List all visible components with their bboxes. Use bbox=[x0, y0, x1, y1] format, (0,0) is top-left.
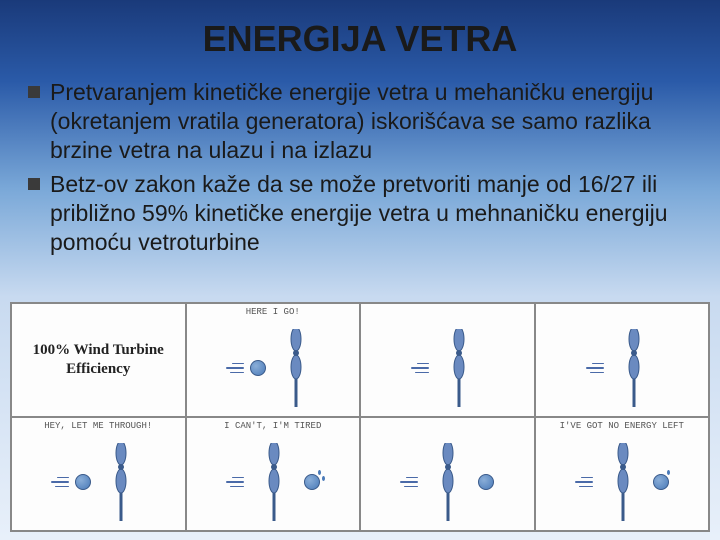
cell-let-me-through: HEY, LET ME THROUGH! bbox=[11, 417, 186, 531]
caption: HEY, LET ME THROUGH! bbox=[12, 422, 185, 432]
air-ball-icon bbox=[250, 360, 266, 376]
air-ball-icon bbox=[304, 474, 320, 490]
slide-title: ENERGIJA VETRA bbox=[0, 0, 720, 70]
air-ball-icon bbox=[478, 474, 494, 490]
sweat-icon bbox=[667, 470, 670, 475]
turbine-icon bbox=[272, 329, 320, 407]
caption: I'VE GOT NO ENERGY LEFT bbox=[536, 422, 709, 432]
cell-turbine-plain bbox=[360, 303, 535, 417]
wind-lines-icon bbox=[575, 477, 593, 488]
cell-efficiency-label: 100% Wind Turbine Efficiency bbox=[11, 303, 186, 417]
wind-lines-icon bbox=[51, 477, 69, 488]
turbine-icon bbox=[424, 443, 472, 521]
cell-here-i-go: HERE I GO! bbox=[186, 303, 361, 417]
bullet-list: Pretvaranjem kinetičke energije vetra u … bbox=[0, 70, 720, 271]
bullet-marker-icon bbox=[28, 178, 40, 190]
turbine-icon bbox=[435, 329, 483, 407]
turbine-icon bbox=[97, 443, 145, 521]
caption: HERE I GO! bbox=[187, 308, 360, 318]
cell-tired: I CAN'T, I'M TIRED bbox=[186, 417, 361, 531]
wind-lines-icon bbox=[586, 363, 604, 374]
wind-lines-icon bbox=[400, 477, 418, 488]
wind-lines-icon bbox=[226, 477, 244, 488]
cell-turbine-passed bbox=[360, 417, 535, 531]
turbine-icon bbox=[250, 443, 298, 521]
wind-lines-icon bbox=[226, 363, 244, 374]
air-ball-icon bbox=[653, 474, 669, 490]
bullet-item: Pretvaranjem kinetičke energije vetra u … bbox=[28, 78, 692, 164]
turbine-icon bbox=[610, 329, 658, 407]
bullet-text: Betz-ov zakon kaže da se može pretvoriti… bbox=[50, 170, 692, 256]
turbine-diagram: 100% Wind Turbine Efficiency HERE I GO! bbox=[10, 302, 710, 532]
cell-no-energy: I'VE GOT NO ENERGY LEFT bbox=[535, 417, 710, 531]
air-ball-icon bbox=[75, 474, 91, 490]
cell-turbine-plain-2 bbox=[535, 303, 710, 417]
turbine-icon bbox=[599, 443, 647, 521]
caption: I CAN'T, I'M TIRED bbox=[187, 422, 360, 432]
bullet-item: Betz-ov zakon kaže da se može pretvoriti… bbox=[28, 170, 692, 256]
bullet-marker-icon bbox=[28, 86, 40, 98]
sweat-icon bbox=[322, 476, 325, 481]
wind-lines-icon bbox=[411, 363, 429, 374]
efficiency-text: 100% Wind Turbine Efficiency bbox=[16, 341, 181, 380]
sweat-icon bbox=[318, 470, 321, 475]
bullet-text: Pretvaranjem kinetičke energije vetra u … bbox=[50, 78, 692, 164]
